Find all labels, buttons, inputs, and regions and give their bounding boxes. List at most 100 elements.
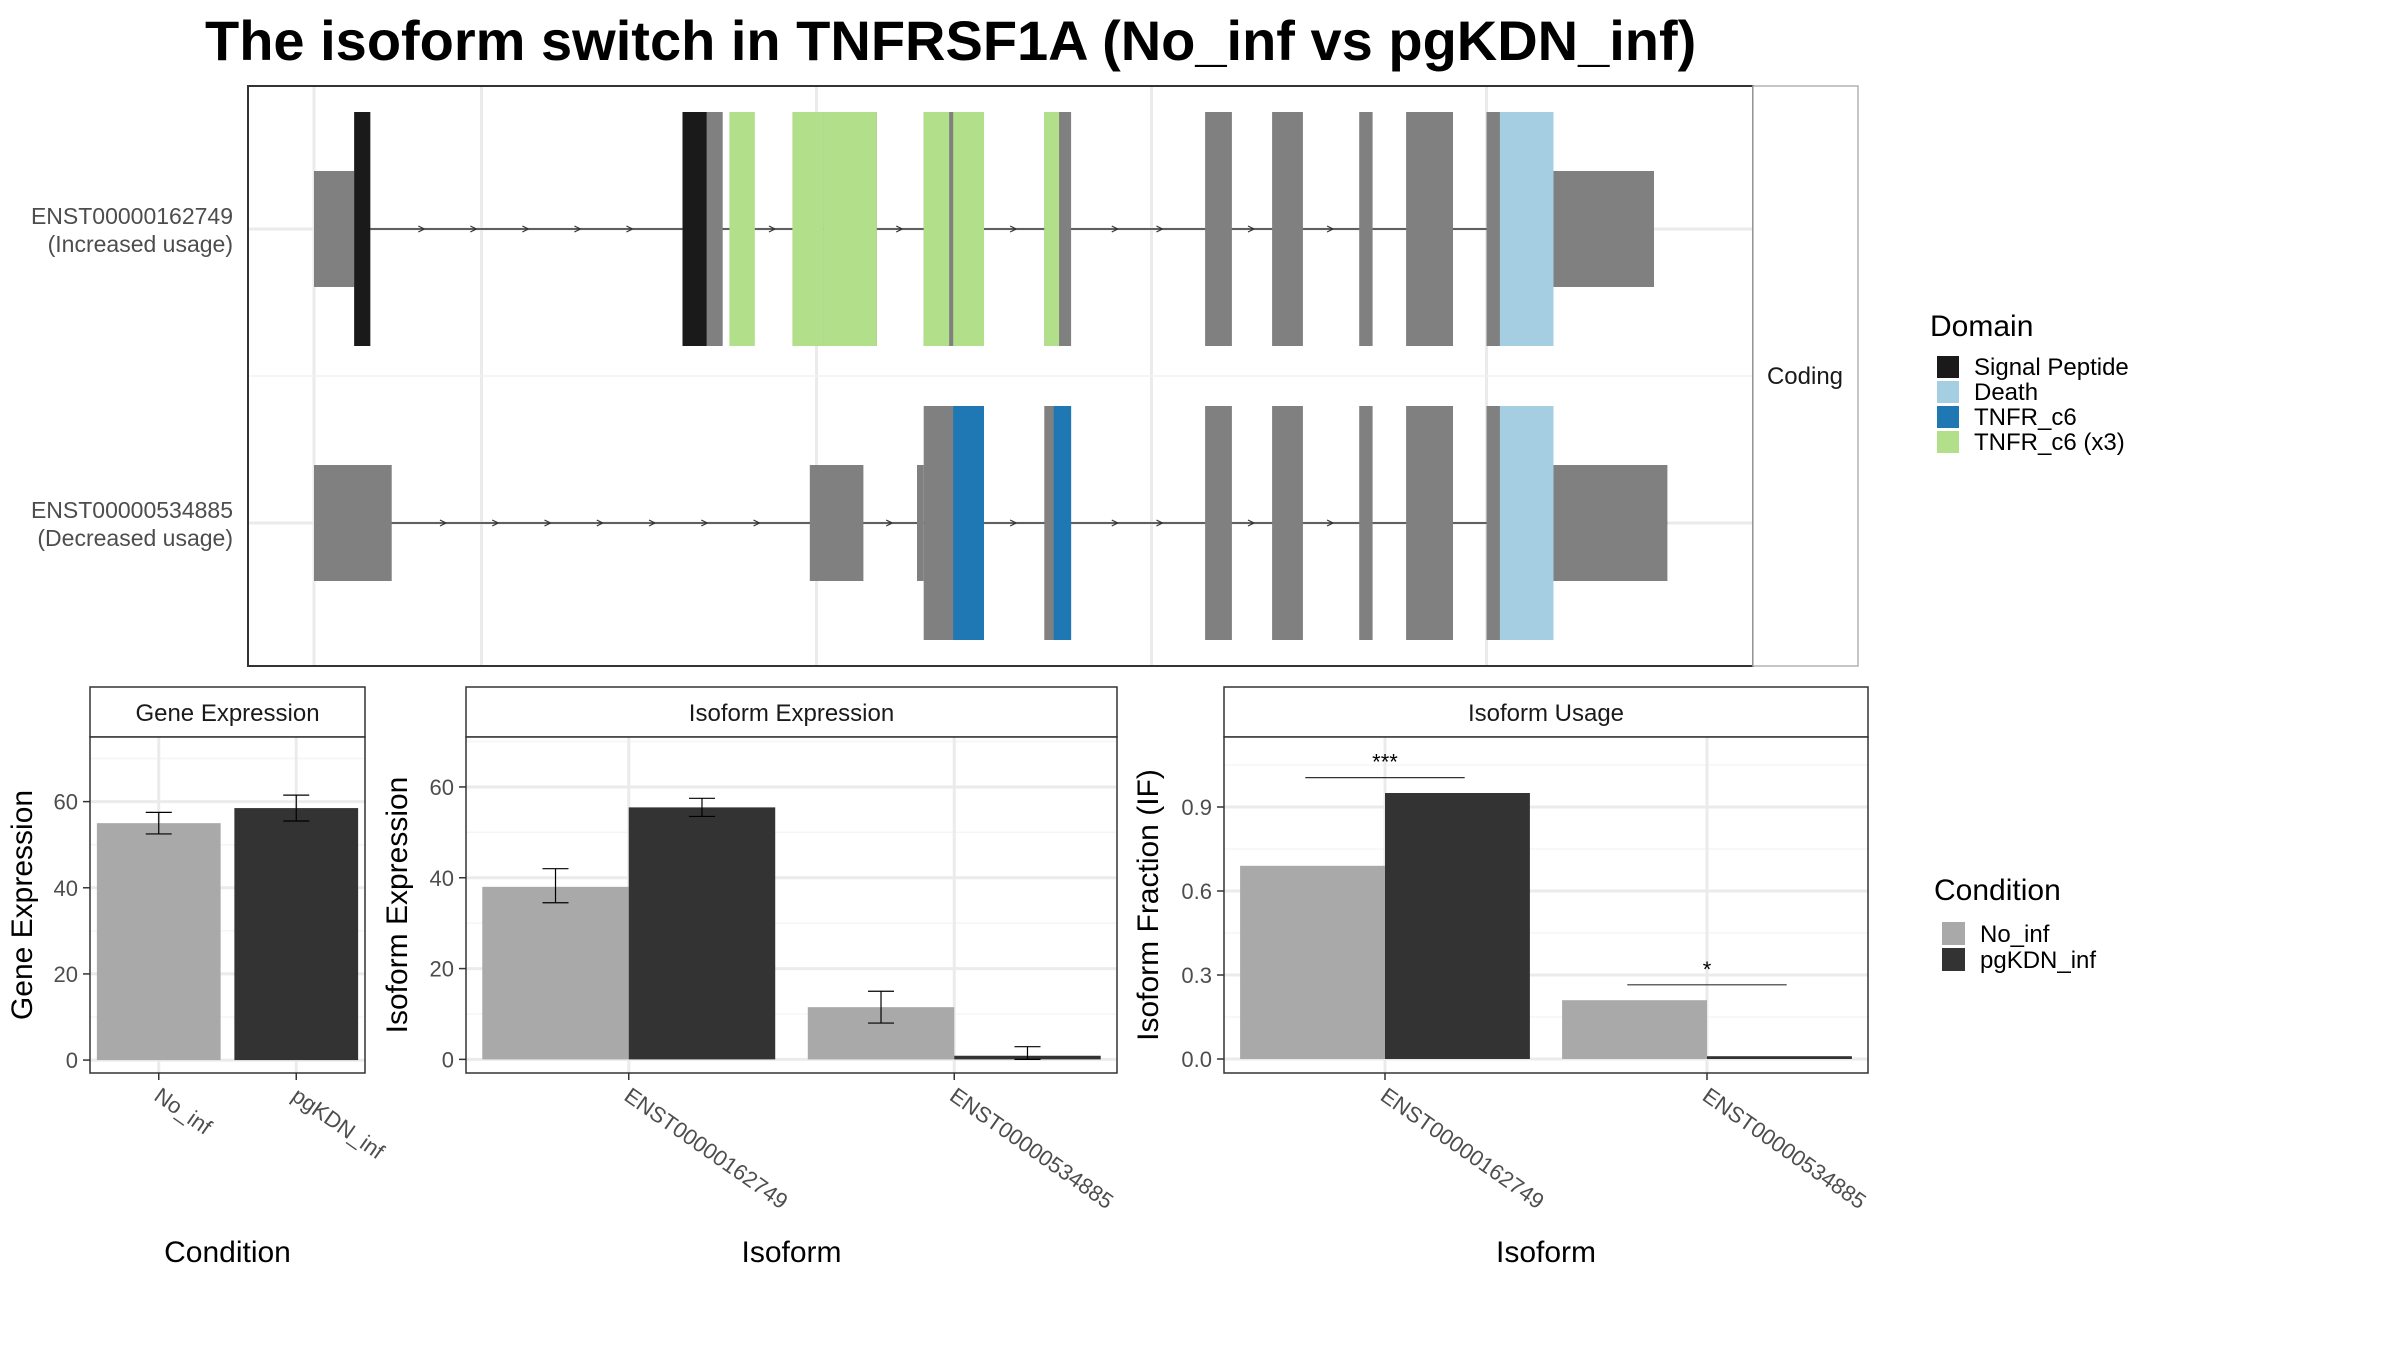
utr-exon xyxy=(314,465,392,581)
x-tick-label: pgKDN_inf xyxy=(287,1083,389,1165)
transcript-2-track xyxy=(314,406,1668,640)
utr-exon xyxy=(809,465,864,581)
bar-pgkdn-inf xyxy=(628,807,776,1060)
intron-arrow-icon xyxy=(701,519,709,527)
transcript-2-usage-label: (Decreased usage) xyxy=(37,525,233,551)
intron-arrow-icon xyxy=(574,225,582,233)
panel-strip-title: Gene Expression xyxy=(135,700,319,727)
utr-exon xyxy=(314,171,355,287)
coding-strip xyxy=(1752,85,1859,667)
y-tick-label: 40 xyxy=(430,866,454,891)
domain-legend-key xyxy=(1937,381,1959,403)
domain-legend: Domain Signal PeptideDeathTNFR_c6TNFR_c6… xyxy=(1930,310,2129,456)
intron-arrow-icon xyxy=(596,519,605,527)
x-axis-title: Isoform xyxy=(1496,1236,1596,1269)
intron-arrow-icon xyxy=(522,225,530,233)
transcript-2-id-label: ENST00000534885 xyxy=(31,497,233,523)
intron-arrow-icon xyxy=(1009,225,1018,233)
panel-strip-title: Isoform Usage xyxy=(1468,700,1624,727)
intron-arrow-icon xyxy=(895,225,904,233)
domain-signal-peptide xyxy=(354,112,371,346)
error-bar xyxy=(145,811,172,835)
intron-arrow-icon xyxy=(1247,225,1256,233)
error-bar xyxy=(1014,1046,1041,1060)
panel-border xyxy=(465,736,1118,1074)
intron-arrow-icon xyxy=(1247,519,1256,527)
x-tick-label: No_inf xyxy=(150,1083,217,1140)
domain-legend-label: Signal Peptide xyxy=(1974,354,2129,381)
isoform-expression-panel: Isoform Expression 0 20 40 60 ENST00000162749… xyxy=(381,686,1118,1269)
x-tick-label: ENST00000162749 xyxy=(620,1083,793,1214)
condition-legend-key xyxy=(1942,922,1965,945)
utr-exon xyxy=(917,465,924,581)
bar-pgkdn-inf xyxy=(1385,793,1530,1059)
y-tick-label: 0.9 xyxy=(1181,795,1212,820)
y-tick-label: 40 xyxy=(54,876,78,901)
condition-legend-label: pgKDN_inf xyxy=(1980,947,2096,974)
intron-arrow-icon xyxy=(626,225,634,233)
domain-death xyxy=(1499,112,1554,346)
domain-tnfr-c6-x3- xyxy=(729,112,755,346)
y-axis-title: Isoform Fraction (IF) xyxy=(1132,769,1165,1041)
domain-legend-title: Domain xyxy=(1930,310,2033,343)
coding-exon xyxy=(1406,406,1453,640)
intron-arrow-icon xyxy=(1009,519,1018,527)
domain-tnfr-c6-x3- xyxy=(923,112,950,346)
gene-expression-panel: Gene Expression 0 20 40 60 No_inf pgKDN_inf Con… xyxy=(6,686,390,1269)
error-bar xyxy=(542,868,569,904)
bar-no-inf xyxy=(1240,865,1385,1059)
domain-legend-key xyxy=(1937,431,1959,453)
intron-arrow-icon xyxy=(1111,519,1120,527)
x-axis-title: Isoform xyxy=(741,1236,841,1269)
y-tick-label: 0 xyxy=(442,1047,454,1072)
panel-strip xyxy=(465,686,1118,738)
coding-exon xyxy=(1406,112,1453,346)
coding-exon xyxy=(1272,406,1303,640)
intron-arrow-icon xyxy=(1111,225,1120,233)
significance-label: * xyxy=(1703,957,1712,982)
condition-legend-label: No_inf xyxy=(1980,921,2050,948)
coding-exon xyxy=(1359,112,1373,346)
y-tick-label: 20 xyxy=(54,962,78,987)
bar-pgkdn-inf xyxy=(1707,1056,1852,1059)
y-tick-label: 60 xyxy=(430,775,454,800)
intron-arrow-icon xyxy=(544,519,552,527)
y-tick-label: 0.0 xyxy=(1181,1047,1212,1072)
domain-tnfr-c6-x3- xyxy=(1044,112,1060,346)
transcript-1-track xyxy=(314,112,1654,346)
coding-exon xyxy=(1205,406,1232,640)
y-axis-title: Isoform Expression xyxy=(381,777,414,1034)
intron-arrow-icon xyxy=(418,225,426,233)
intron-arrow-icon xyxy=(1156,225,1164,233)
panel-strip-title: Isoform Expression xyxy=(689,700,894,727)
figure-title: The isoform switch in TNFRSF1A (No_inf v… xyxy=(205,9,1696,72)
coding-strip-label: Coding xyxy=(1767,363,1843,390)
coding-exon xyxy=(1205,112,1232,346)
utr-exon xyxy=(1546,465,1668,581)
domain-tnfr-c6 xyxy=(1053,406,1072,640)
error-bar xyxy=(283,794,310,822)
x-axis-title: Condition xyxy=(164,1236,291,1269)
domain-tnfr-c6 xyxy=(953,406,984,640)
domain-legend-label: Death xyxy=(1974,379,2038,406)
panel-border xyxy=(1223,736,1869,1074)
domain-tnfr-c6-x3- xyxy=(953,112,984,346)
intron-arrow-icon xyxy=(1156,519,1164,527)
domain-legend-key xyxy=(1937,356,1959,378)
error-bar xyxy=(688,797,715,818)
intron-arrow-icon xyxy=(1326,519,1335,527)
transcript-1-id-label: ENST00000162749 xyxy=(31,203,233,229)
panel-strip xyxy=(89,686,366,738)
bar-pgkdn-inf xyxy=(234,808,359,1061)
utr-exon xyxy=(1546,171,1654,287)
domain-tnfr-c6-x3- xyxy=(823,112,877,346)
y-tick-label: 0.3 xyxy=(1181,963,1212,988)
intron-arrow-icon xyxy=(885,519,894,527)
y-tick-label: 0 xyxy=(66,1048,78,1073)
domain-signal-peptide xyxy=(682,112,707,346)
significance-label: *** xyxy=(1372,750,1398,775)
intron-arrow-icon xyxy=(439,519,448,527)
intron-arrow-icon xyxy=(1326,225,1335,233)
y-tick-label: 60 xyxy=(54,790,78,815)
